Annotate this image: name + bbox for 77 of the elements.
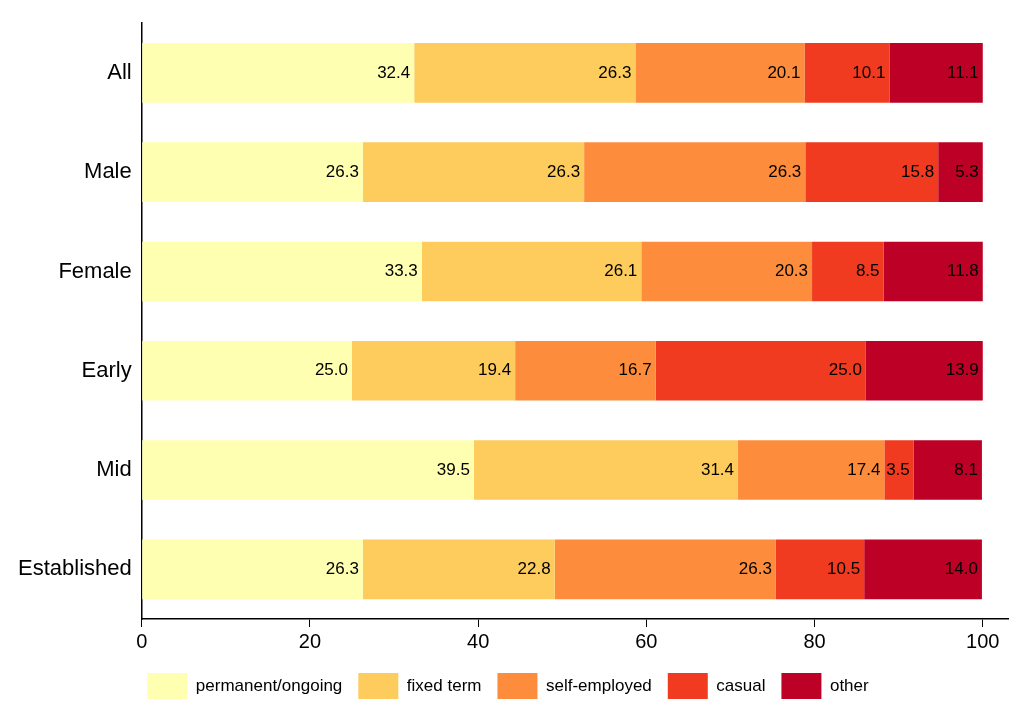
data-label: 26.3: [325, 559, 359, 579]
bar: [362, 142, 585, 202]
data-label: 13.9: [945, 360, 979, 380]
x-tick-label: 100: [966, 629, 1000, 652]
bar: [473, 440, 739, 500]
data-label: 11.1: [946, 62, 979, 82]
bar: [883, 241, 983, 302]
bar: [884, 440, 914, 500]
bar: [804, 43, 890, 103]
data-label: 31.4: [700, 459, 735, 479]
data-label: 26.1: [604, 261, 638, 281]
data-label: 15.8: [901, 161, 935, 181]
legend-label: permanent/ongoing: [195, 675, 343, 695]
y-tick-label: Male: [84, 158, 132, 184]
bar: [805, 142, 939, 202]
data-label: 22.8: [517, 559, 551, 579]
data-label: 8.1: [954, 459, 978, 479]
bar: [635, 43, 805, 103]
data-label: 25.0: [314, 360, 348, 380]
bar: [865, 340, 983, 401]
x-tick-label: 20: [298, 629, 322, 652]
x-tick-label: 40: [467, 629, 490, 652]
bar: [913, 440, 982, 500]
data-label: 32.4: [377, 62, 411, 82]
y-tick-label: Female: [58, 257, 132, 283]
data-label: 8.5: [855, 261, 880, 281]
y-tick-label: Mid: [96, 456, 132, 482]
data-label: 25.0: [828, 360, 862, 380]
data-label: 26.3: [598, 62, 632, 82]
legend-label: other: [829, 675, 870, 695]
data-label: 39.5: [436, 459, 470, 479]
data-label: 33.3: [384, 261, 418, 281]
data-label: 3.5: [886, 459, 910, 479]
bar: [738, 440, 885, 500]
data-label: 19.4: [478, 360, 512, 380]
data-label: 10.5: [827, 559, 861, 579]
bar: [414, 43, 636, 103]
x-tick-label: 60: [635, 629, 658, 652]
bar: [889, 43, 983, 103]
data-label: 26.3: [325, 161, 359, 181]
bar: [362, 539, 555, 600]
data-label: 26.3: [768, 161, 802, 181]
bar: [142, 142, 363, 202]
bar: [142, 43, 415, 103]
legend-label: casual: [716, 675, 766, 695]
bar: [812, 241, 884, 302]
data-label: 17.4: [847, 459, 881, 479]
bar: [352, 340, 516, 401]
bar: [775, 539, 865, 600]
data-label: 26.3: [738, 559, 772, 579]
data-label: 10.1: [852, 62, 886, 82]
y-tick-label: Established: [17, 555, 132, 581]
bar: [641, 241, 813, 302]
y-tick-label: All: [107, 58, 132, 84]
data-label: 20.3: [774, 261, 809, 281]
bar: [142, 440, 474, 500]
data-label: 14.0: [944, 559, 978, 579]
legend-label: self-employed: [545, 675, 652, 695]
data-label: 5.3: [955, 161, 979, 181]
bar: [864, 539, 982, 600]
bar: [938, 142, 983, 202]
legend-label: fixed term: [406, 675, 482, 695]
data-label: 16.7: [618, 360, 652, 380]
bar: [515, 340, 656, 401]
bar: [142, 241, 422, 302]
data-label: 20.1: [767, 62, 801, 82]
bar: [421, 241, 642, 302]
x-tick-label: 80: [803, 629, 826, 652]
bar: [584, 142, 806, 202]
bar: [655, 340, 866, 401]
data-label: 26.3: [547, 161, 581, 181]
bar: [142, 340, 352, 401]
bar: [142, 539, 363, 600]
x-tick-label: 0: [136, 629, 148, 652]
bar: [554, 539, 776, 600]
data-label: 11.8: [946, 261, 979, 281]
y-tick-label: Early: [81, 356, 132, 382]
